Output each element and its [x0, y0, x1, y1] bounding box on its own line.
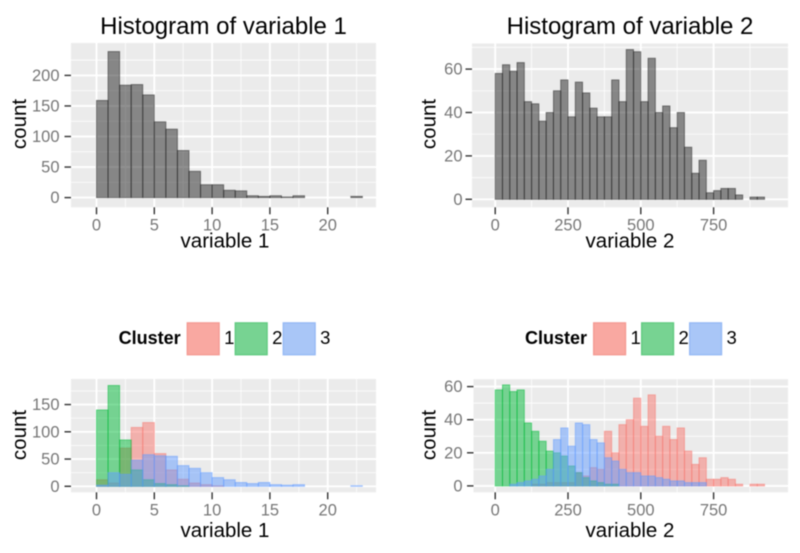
svg-text:0: 0 — [491, 217, 500, 235]
svg-text:variable 1: variable 1 — [181, 519, 270, 542]
svg-text:count: count — [8, 410, 31, 460]
svg-text:250: 250 — [554, 217, 582, 235]
svg-text:50: 50 — [41, 451, 59, 469]
svg-text:750: 750 — [700, 217, 728, 235]
svg-text:150: 150 — [32, 97, 60, 115]
svg-text:variable 2: variable 2 — [586, 230, 675, 253]
svg-text:10: 10 — [203, 217, 221, 235]
svg-text:100: 100 — [32, 423, 60, 441]
svg-text:40: 40 — [444, 411, 462, 429]
svg-text:60: 60 — [444, 61, 462, 79]
svg-text:5: 5 — [150, 217, 159, 235]
svg-text:Histogram of variable 2: Histogram of variable 2 — [507, 13, 754, 40]
svg-text:count: count — [8, 99, 31, 149]
svg-text:10: 10 — [203, 502, 221, 520]
svg-text:20: 20 — [444, 444, 462, 462]
svg-text:200: 200 — [32, 67, 60, 85]
svg-text:Cluster: Cluster — [525, 328, 587, 348]
svg-text:0: 0 — [453, 477, 462, 495]
svg-text:Histogram of variable 1: Histogram of variable 1 — [100, 13, 347, 40]
svg-text:0: 0 — [50, 478, 59, 496]
svg-text:count: count — [418, 99, 441, 149]
svg-text:20: 20 — [319, 217, 337, 235]
svg-text:500: 500 — [627, 502, 655, 520]
svg-text:3: 3 — [727, 327, 737, 348]
svg-text:150: 150 — [32, 396, 60, 414]
svg-text:100: 100 — [32, 128, 60, 146]
svg-text:15: 15 — [261, 217, 279, 235]
svg-text:0: 0 — [453, 191, 462, 209]
svg-text:50: 50 — [41, 159, 59, 177]
svg-text:3: 3 — [320, 327, 330, 348]
svg-text:40: 40 — [444, 104, 462, 122]
svg-text:750: 750 — [700, 502, 728, 520]
svg-text:2: 2 — [272, 327, 282, 348]
svg-text:5: 5 — [150, 502, 159, 520]
svg-text:variable 2: variable 2 — [586, 519, 675, 542]
svg-text:20: 20 — [319, 502, 337, 520]
svg-text:250: 250 — [554, 502, 582, 520]
svg-text:Cluster: Cluster — [119, 328, 181, 348]
svg-text:20: 20 — [444, 147, 462, 165]
svg-text:15: 15 — [261, 502, 279, 520]
svg-text:0: 0 — [491, 502, 500, 520]
svg-text:count: count — [418, 410, 441, 460]
svg-text:1: 1 — [224, 327, 234, 348]
svg-text:0: 0 — [50, 189, 59, 207]
svg-text:0: 0 — [92, 502, 101, 520]
svg-text:2: 2 — [679, 327, 689, 348]
svg-text:variable 1: variable 1 — [181, 230, 270, 253]
svg-text:500: 500 — [627, 217, 655, 235]
svg-text:60: 60 — [444, 378, 462, 396]
svg-text:1: 1 — [631, 327, 641, 348]
svg-text:0: 0 — [92, 217, 101, 235]
